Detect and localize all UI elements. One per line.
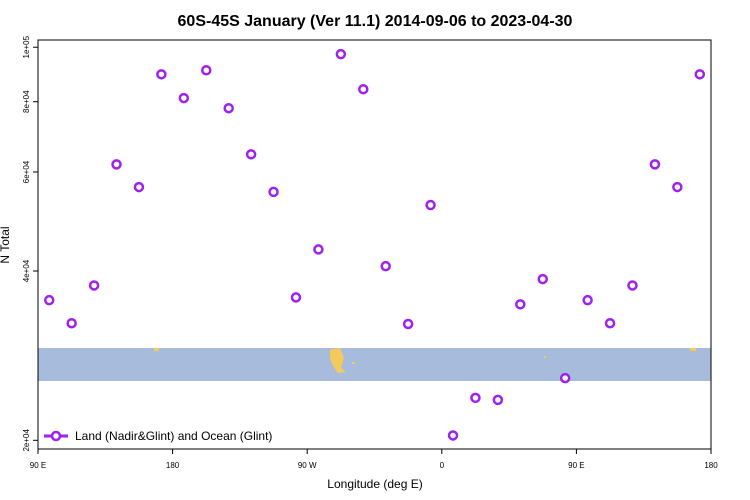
x-tick-label: 90 W [298, 461, 317, 470]
point [694, 69, 706, 80]
point [627, 280, 638, 291]
point [111, 159, 122, 170]
point [380, 260, 391, 272]
x-tick-label: 90 E [568, 461, 584, 470]
point [290, 292, 302, 303]
point [313, 244, 324, 255]
point [178, 92, 190, 104]
point [358, 83, 369, 95]
point [335, 48, 347, 60]
land [544, 356, 546, 358]
legend-marker [50, 430, 62, 442]
point [245, 149, 257, 160]
point [402, 318, 414, 330]
point [672, 181, 683, 193]
x-tick-label: 90 E [30, 461, 46, 470]
land [690, 348, 696, 351]
land [154, 348, 159, 351]
point [649, 159, 661, 170]
point [66, 317, 77, 329]
point [492, 394, 504, 406]
point [43, 294, 55, 306]
y-axis-label: N Total [0, 226, 12, 263]
legend-label: Land (Nadir&Glint) and Ocean (Glint) [75, 429, 272, 443]
y-tick-label: 8e+04 [22, 90, 31, 113]
point [156, 69, 167, 80]
y-tick-label: 1e+05 [22, 35, 31, 58]
chart-title: 60S-45S January (Ver 11.1) 2014-09-06 to… [178, 13, 573, 30]
legend: Land (Nadir&Glint) and Ocean (Glint) [44, 429, 272, 443]
x-axis-label: Longitude (deg E) [327, 477, 422, 491]
point [582, 294, 593, 306]
y-tick-label: 4e+04 [22, 259, 31, 282]
x-tick-label: 180 [704, 461, 718, 470]
point [201, 65, 212, 76]
point [133, 181, 145, 193]
point [268, 186, 279, 198]
point [604, 317, 616, 329]
y-tick-label: 2e+04 [22, 429, 31, 452]
point [223, 102, 234, 114]
point [559, 372, 571, 384]
y-tick-label: 6e+04 [22, 160, 31, 183]
point [470, 392, 481, 404]
x-tick-label: 0 [440, 461, 445, 470]
map-band [38, 348, 711, 381]
point [425, 199, 436, 211]
plot-frame [37, 39, 712, 450]
point [447, 430, 459, 441]
point [88, 280, 100, 291]
land [352, 362, 355, 364]
land [330, 348, 346, 373]
point [537, 273, 548, 285]
x-tick-label: 180 [166, 461, 180, 470]
point [515, 299, 526, 310]
ocean-band [38, 348, 711, 381]
